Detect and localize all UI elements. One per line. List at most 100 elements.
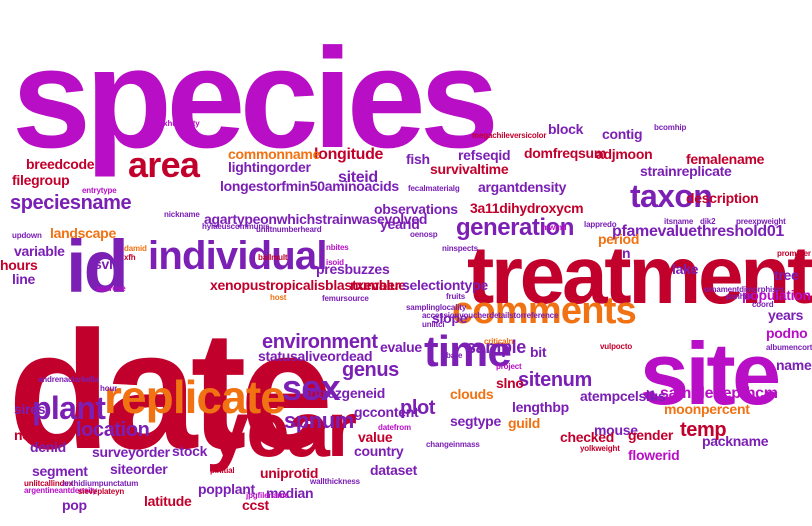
word-longestorfmin50aminoacids: longestorfmin50aminoacids [220,178,399,194]
word-samplinglocality: samplinglocality [406,303,467,312]
word-promoter: promoter [777,249,811,258]
word-ninspects: ninspects [442,244,478,253]
word-host: host [270,293,287,302]
word-wallthickness: wallthickness [310,477,360,486]
word-speciesname: speciesname [10,192,132,214]
word-criticaln: criticaln [484,337,514,346]
word-contig: contig [602,126,643,142]
word-location: location [76,419,150,441]
word-ballmult: ballmult [258,253,288,262]
word-3a11dihydroxycm: 3a11dihydroxycm [470,200,584,216]
word-bcomhip: bcomhip [654,123,687,132]
word-podno: podno [766,325,808,341]
word-replicate: replicate [104,371,286,423]
word-anthidiumpunctatum: anthidiumpunctatum [62,479,139,488]
word-popplant: popplant [198,481,255,497]
word-refseqid: refseqid [458,147,511,163]
word-evalue: evalue [380,339,422,355]
word-agartypeonwhichstrainwasevolved: agartypeonwhichstrainwasevolved [204,211,428,227]
word-value: value [358,429,393,445]
word-number: number [350,277,400,293]
word-surveyorder: surveyorder [92,444,170,460]
word-treatment: treatment [467,230,812,321]
word-xenopustropicalisblastxevalue: xenopustropicalisblastxevalue [210,277,406,293]
word-itsname: itsname [664,217,694,226]
word-oenosp: oenosp [410,230,438,239]
word-xfh: xfh [124,253,136,262]
word-damid: damid [124,244,147,253]
word-ccst: ccst [242,497,269,513]
word-entrytype: entrytype [82,186,117,195]
word-temp: temp [680,419,727,441]
word-stock: stock [172,443,208,459]
word-tree: tree [774,267,799,283]
word-gccontent: gccontent [354,404,419,420]
word-hours: hours [0,257,38,273]
word-pinitial: pinitial [210,466,235,475]
word-years: years [768,307,804,323]
word-spnum: spnum [284,408,354,433]
word-project: project [496,362,522,371]
word-individual: individual [148,234,327,278]
word-statusaliveordead: statusaliveordead [258,348,373,364]
word-unlitci: unlitci [422,320,445,329]
word-commonname: commonname [228,146,321,162]
word-lappredo: lappredo [584,220,617,229]
word-bare: bare [446,351,463,360]
word-generation: generation [456,214,574,241]
word-area: area [128,144,200,185]
word-year: year [206,385,357,473]
word-entrezgeneid: entrezgeneid [302,385,385,401]
word-maxhumidity: maxhumidity [152,119,200,128]
word-pop: pop [62,497,87,513]
word-presbuzzes: presbuzzes [316,261,390,277]
word-albumencort: albumencort [766,343,812,352]
word-breedcode: breedcode [26,156,95,172]
word-no: no [14,427,31,443]
word-slno: slno [496,375,524,391]
word-population: population [742,287,811,303]
word-ornamentdimorphism: ornamentdimorphism [704,285,784,294]
word-sampledepthcm: sampledepthcm [660,385,778,402]
word-genus: genus [342,359,399,381]
word-bit: bit [530,344,547,360]
word-unlitcallindex: unlitcallindex [24,479,73,488]
word-plant: plant [32,390,106,426]
word-median: median [266,485,314,501]
word-denid: denid [30,439,66,455]
word-clouds: clouds [450,386,494,402]
word-megachileversicolor: megachileversicolor [472,131,547,140]
word-argentineantdensity: argentineantdensity [24,486,97,495]
word-date: date [8,296,333,484]
word-dataset: dataset [370,462,418,478]
word-dik2: dik2 [700,217,716,226]
word-comments: comments [452,290,637,332]
word-survivaltime: survivaltime [430,161,509,177]
word-adjmoon: adjmoon [596,146,653,162]
word-lightingorder: lightingorder [228,159,311,175]
word-siteorder: siteorder [110,461,168,477]
word-atempcelsius: atempcelsius [580,388,666,404]
word-country: country [354,443,404,459]
word-packname: packname [702,433,769,449]
word-flowerid: flowerid [628,447,680,463]
word-selectiontype: selectiontype [402,277,488,293]
word-pfamevaluethreshold01: pfamevaluethreshold01 [612,223,785,240]
word-segment: segment [32,463,88,479]
word-jpgfilename: jpgfilename [246,491,289,500]
word-time: time [424,327,512,376]
word-taxon: taxon [630,178,713,214]
word-guild: guild [508,415,541,431]
word-mwind: mwind [542,223,567,232]
word-accessionvoucherdetailstorreference: accessionvoucherdetailstorreference [422,311,559,320]
word-argantdensity: argantdensity [478,179,567,195]
word-longitude: longitude [314,146,384,163]
word-species: species [12,19,499,178]
word-andrenaclarkella: andrenaclarkella [38,375,99,384]
word-changeinmass: changeinmass [426,440,480,449]
word-observations: observations [374,201,458,217]
word-sample: sample [466,337,526,357]
word-sieveplateyn: sieveplateyn [78,487,125,496]
word-hour: hour [100,384,118,393]
